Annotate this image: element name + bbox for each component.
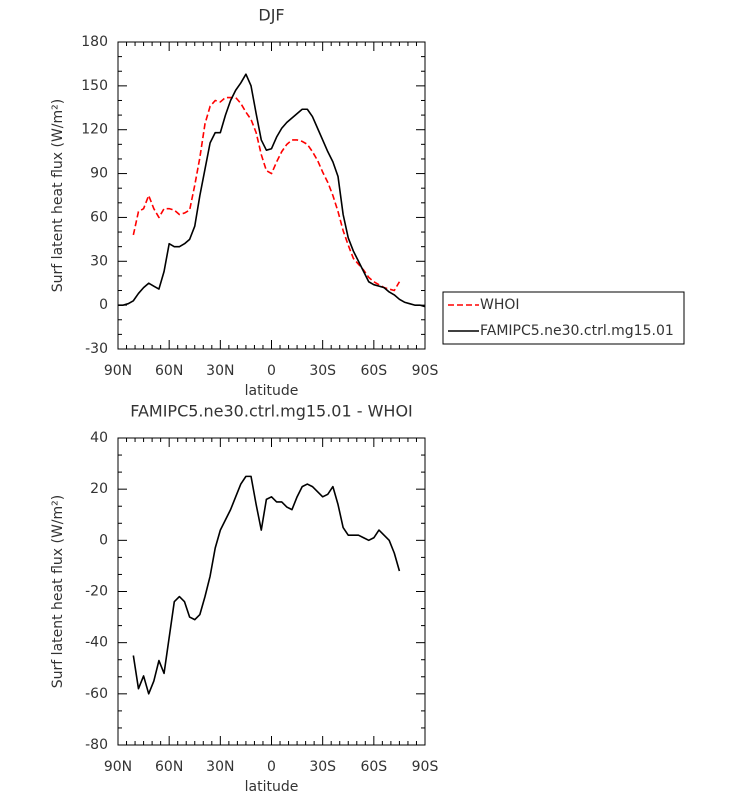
plot-frame (117, 437, 426, 746)
y-axis-label: Surf latent heat flux (W/m²) (50, 99, 66, 292)
y-tick-label: 150 (81, 78, 108, 94)
data-line (118, 73, 426, 308)
data-line (132, 96, 401, 292)
y-tick-label: 0 (99, 532, 108, 548)
chart-title: DJF (258, 6, 284, 25)
x-tick-label: 60S (360, 759, 387, 775)
y-tick-label: 30 (90, 253, 108, 269)
x-tick-label: 60N (155, 363, 183, 379)
y-tick-label: 20 (90, 481, 108, 497)
y-tick-label: -30 (85, 341, 108, 357)
x-tick-label: 90N (104, 759, 132, 775)
y-tick-label: 120 (81, 122, 108, 138)
x-axis-label: latitude (245, 383, 299, 399)
y-tick-label: -20 (85, 584, 108, 600)
y-tick-label: 60 (90, 209, 108, 225)
x-tick-label: 90S (412, 759, 439, 775)
data-line (132, 475, 401, 695)
x-tick-label: 60S (360, 363, 387, 379)
chart-title: FAMIPC5.ne30.ctrl.mg15.01 - WHOI (130, 402, 413, 421)
legend: WHOI FAMIPC5.ne30.ctrl.mg15.01 (442, 291, 685, 345)
x-tick-label: 30N (206, 363, 234, 379)
x-tick-label: 90S (412, 363, 439, 379)
y-tick-label: 180 (81, 34, 108, 50)
x-axis-label: latitude (245, 779, 299, 795)
y-tick-label: -60 (85, 686, 108, 702)
y-tick-label: -80 (85, 737, 108, 753)
legend-box (442, 291, 685, 345)
y-tick-label: -40 (85, 635, 108, 651)
legend-label: WHOI (480, 297, 520, 313)
x-tick-label: 60N (155, 759, 183, 775)
y-tick-label: 0 (99, 297, 108, 313)
x-tick-label: 30S (309, 363, 336, 379)
y-tick-label: 90 (90, 166, 108, 182)
x-tick-label: 30S (309, 759, 336, 775)
y-tick-label: 40 (90, 430, 108, 446)
plot-frame (117, 41, 426, 350)
y-axis-label: Surf latent heat flux (W/m²) (50, 495, 66, 688)
x-tick-label: 0 (267, 759, 276, 775)
x-tick-label: 90N (104, 363, 132, 379)
x-tick-label: 30N (206, 759, 234, 775)
legend-label: FAMIPC5.ne30.ctrl.mg15.01 (480, 323, 674, 339)
x-tick-label: 0 (267, 363, 276, 379)
